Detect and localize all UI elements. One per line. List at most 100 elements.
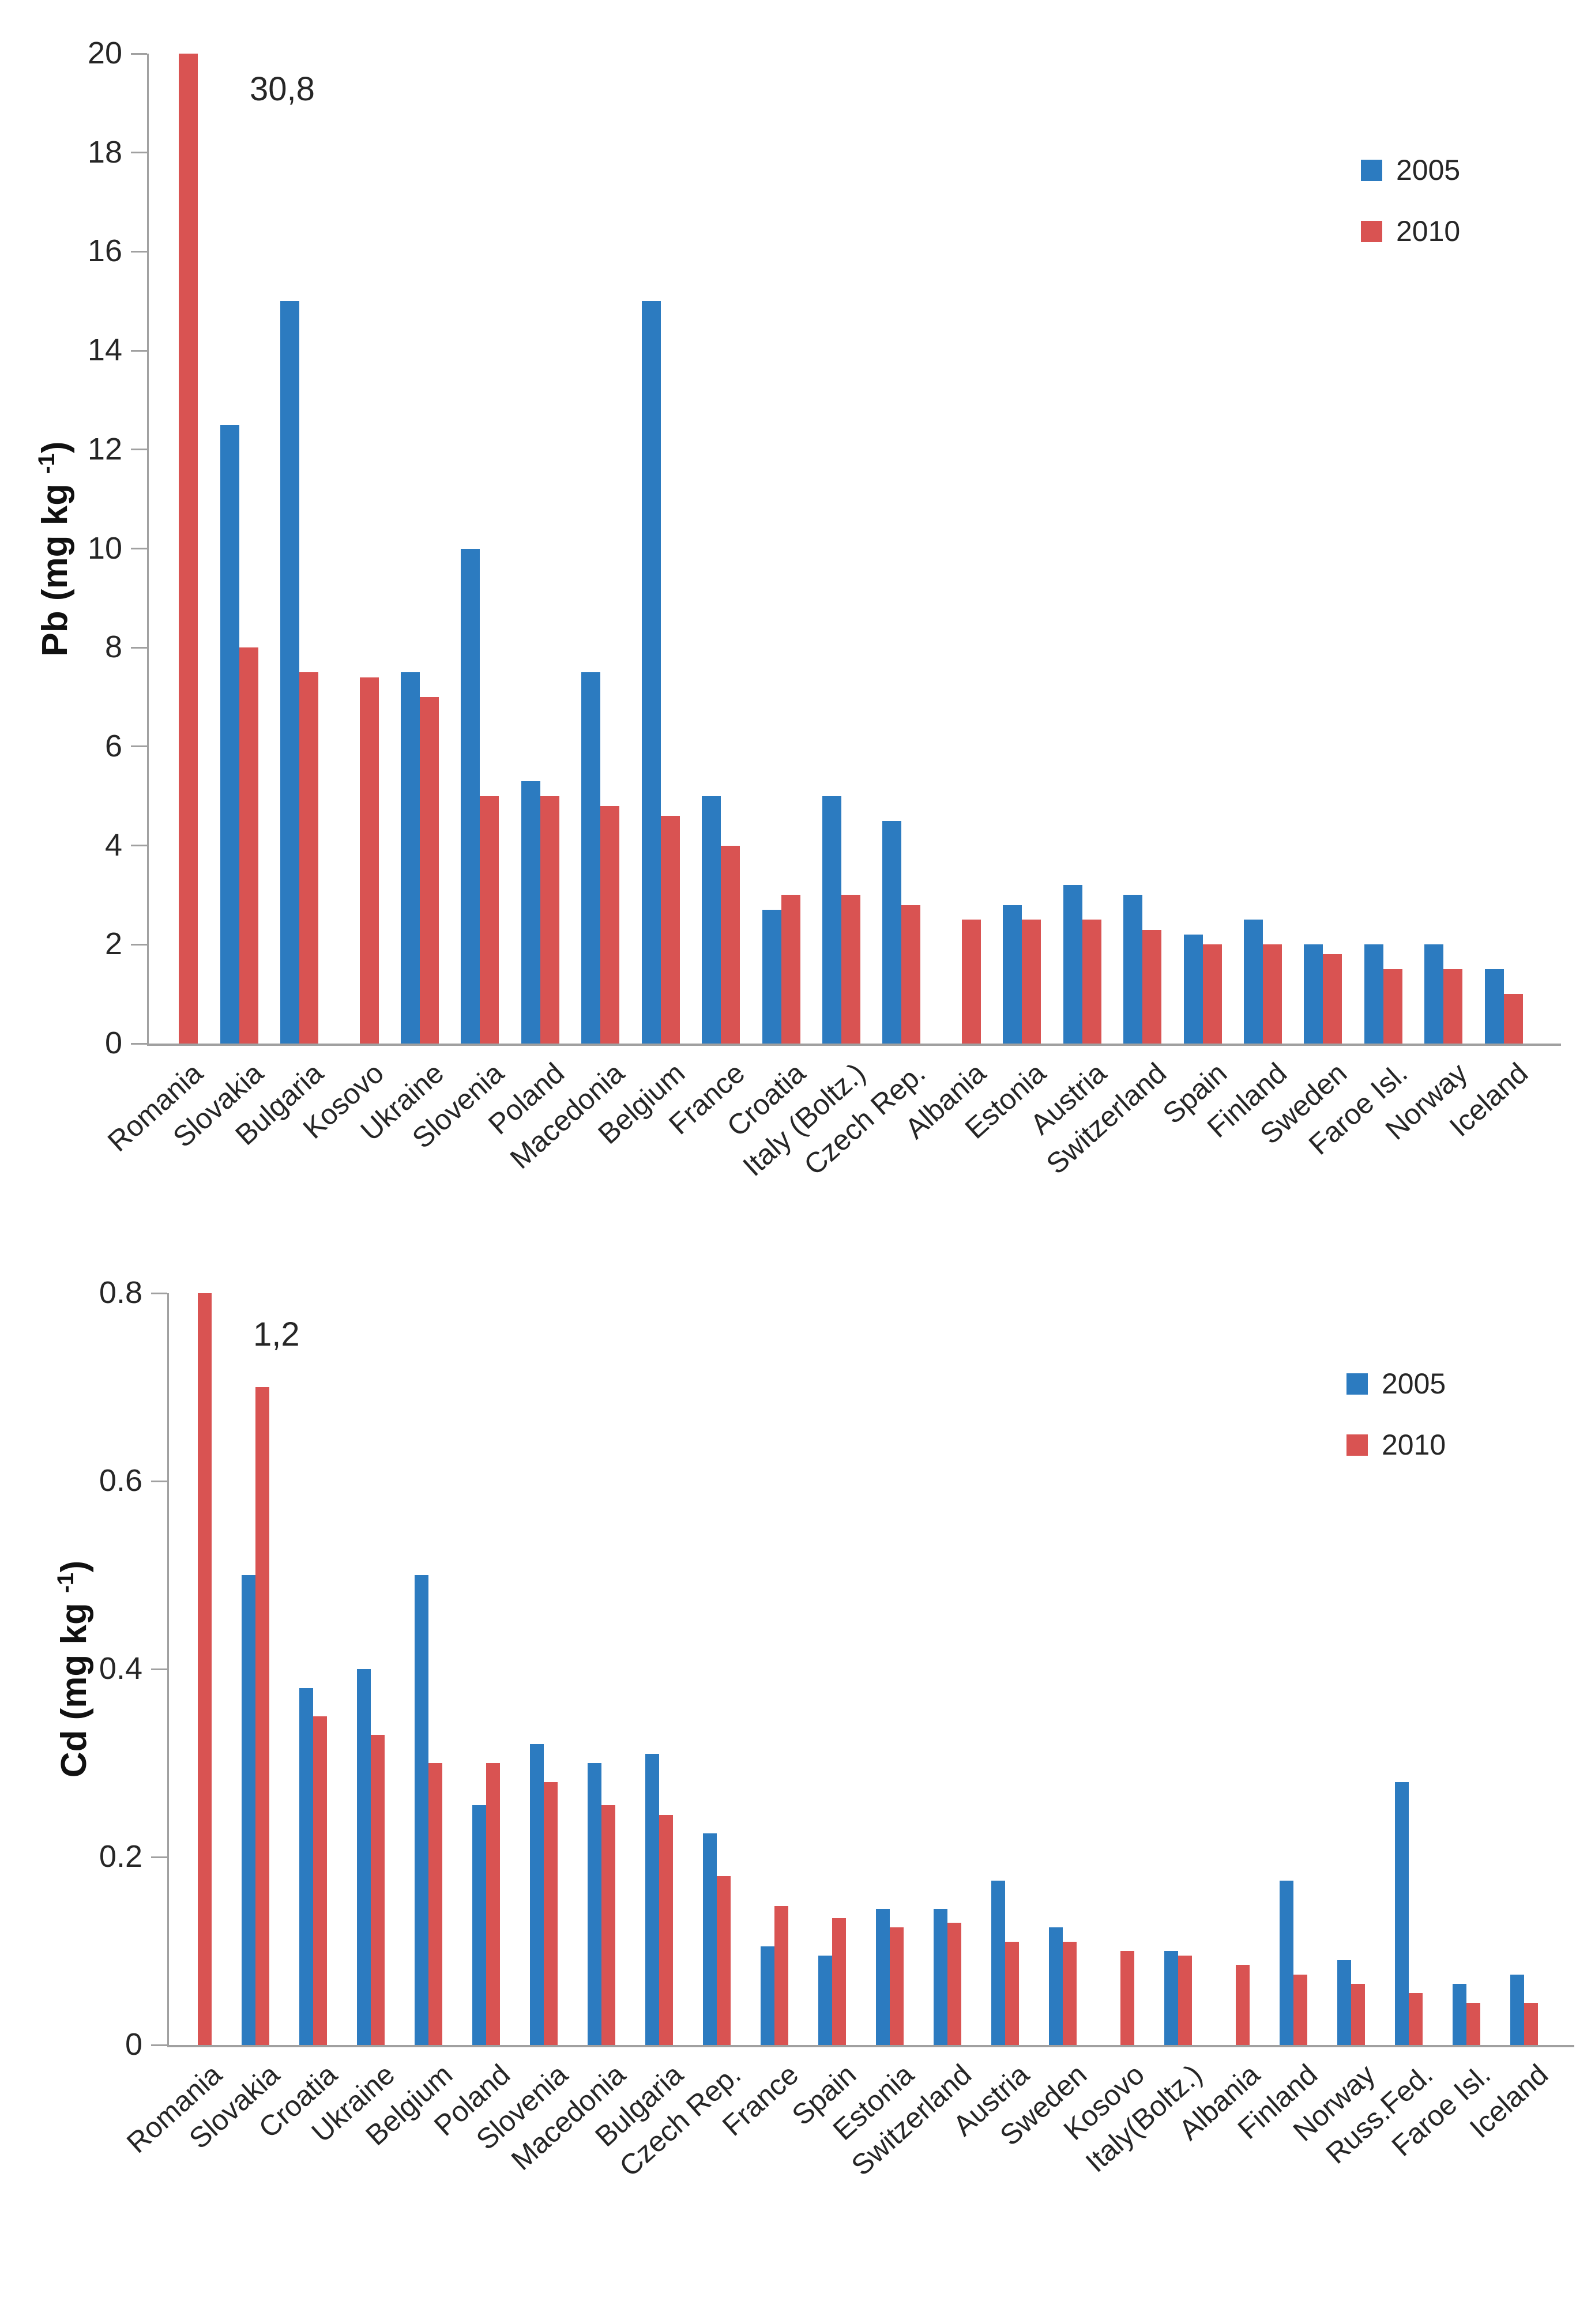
bar-2010-Faroe Isl. xyxy=(1383,969,1402,1044)
legend-item-2010: 2010 xyxy=(1361,217,1460,246)
y-tick-mark xyxy=(131,449,147,451)
y-tick-label: 0.2 xyxy=(99,1839,142,1874)
y-tick-mark xyxy=(151,1480,167,1482)
y-tick-mark xyxy=(131,548,147,549)
y-tick-mark xyxy=(151,2044,167,2046)
bar-2005-Croatia xyxy=(299,1688,313,2045)
legend: 2005 2010 xyxy=(1361,156,1460,278)
bar-2005-Finland xyxy=(1244,920,1263,1044)
bar-2010-Spain xyxy=(1202,944,1222,1044)
legend-label-2010: 2010 xyxy=(1382,1429,1446,1461)
legend-label-2010: 2010 xyxy=(1396,215,1461,247)
bar-2010-Czech Rep. xyxy=(717,1875,731,2045)
bar-2010-Iceland xyxy=(1503,994,1523,1044)
clipped-value-annotation: 1,2 xyxy=(253,1316,300,1353)
bar-2005-Slovenia xyxy=(461,548,480,1044)
y-axis-title-text: Cd (mg kg xyxy=(54,1592,94,1778)
bar-2010-Kosovo xyxy=(359,677,379,1044)
y-axis-title-exponent: -1 xyxy=(53,1572,79,1593)
x-axis-line xyxy=(147,1044,1561,1046)
y-tick-label: 8 xyxy=(104,630,122,665)
bar-2005-Switzerland xyxy=(1123,895,1143,1044)
bar-2010-Switzerland xyxy=(1142,929,1162,1044)
bar-2005-Estonia xyxy=(1003,905,1022,1044)
bar-2005-Bulgaria xyxy=(645,1753,659,2045)
y-tick-mark xyxy=(151,1856,167,1858)
legend-item-2005: 2005 xyxy=(1346,1369,1446,1398)
bar-2005-Austria xyxy=(991,1880,1005,2045)
bar-2005-Faroe Isl. xyxy=(1453,1984,1466,2045)
legend-swatch-2005 xyxy=(1346,1373,1368,1395)
y-tick-mark xyxy=(131,745,147,748)
y-tick-mark xyxy=(131,152,147,154)
bar-2005-Russ.Fed. xyxy=(1395,1781,1409,2045)
y-tick-mark xyxy=(131,1042,147,1045)
bar-2005-Estonia xyxy=(876,1908,890,2045)
bar-2005-Czech Rep. xyxy=(882,820,902,1044)
legend-swatch-2005 xyxy=(1361,159,1382,181)
bar-2010-Belgium xyxy=(660,816,680,1044)
y-axis-title: Cd (mg kg -1) xyxy=(53,1561,95,1778)
bar-2005-Ukraine xyxy=(357,1669,371,2045)
y-tick-mark xyxy=(151,1668,167,1670)
y-tick-label: 6 xyxy=(104,728,122,763)
bar-2005-Slovenia xyxy=(530,1744,544,2045)
y-tick-mark xyxy=(131,52,147,55)
y-tick-mark xyxy=(151,1292,167,1294)
bar-2010-Bulgaria xyxy=(299,672,319,1044)
y-tick-label: 0.8 xyxy=(99,1275,142,1310)
bar-2005-Slovakia xyxy=(220,424,239,1044)
bar-2010-Kosovo xyxy=(1120,1951,1134,2045)
legend-label-2005: 2005 xyxy=(1382,1368,1446,1400)
y-tick-label: 0.6 xyxy=(99,1463,142,1498)
y-tick-label: 2 xyxy=(104,926,122,962)
y-tick-label: 16 xyxy=(87,233,122,269)
bar-2010-Slovakia xyxy=(239,647,258,1044)
bar-2005-Finland xyxy=(1280,1880,1293,2045)
y-tick-label: 14 xyxy=(87,333,122,368)
bar-2010-Austria xyxy=(1082,920,1101,1044)
bar-2005-Ukraine xyxy=(400,672,420,1044)
y-tick-mark xyxy=(131,845,147,847)
bar-2005-Poland xyxy=(472,1805,486,2045)
bar-2010-Spain xyxy=(832,1918,846,2045)
bar-2005-Iceland xyxy=(1510,1974,1524,2045)
bar-2010-Slovenia xyxy=(480,796,499,1044)
bar-2010-France xyxy=(774,1905,788,2045)
bar-2005-Italy (Boltz.) xyxy=(822,796,841,1044)
bar-2005-Italy(Boltz.) xyxy=(1164,1951,1178,2045)
bar-2005-Norway xyxy=(1424,944,1444,1044)
y-tick-mark xyxy=(131,349,147,352)
bar-2010-Poland xyxy=(540,796,559,1044)
bar-2005-France xyxy=(761,1946,774,2045)
bar-2010-Estonia xyxy=(1022,920,1041,1044)
bar-2010-Albania xyxy=(1236,1965,1250,2045)
bar-2010-France xyxy=(721,845,740,1044)
legend: 2005 2010 xyxy=(1346,1369,1446,1491)
bar-2005-Poland xyxy=(521,781,540,1044)
bar-2005-Belgium xyxy=(641,301,661,1044)
y-tick-mark xyxy=(131,646,147,649)
bar-2010-Croatia xyxy=(313,1716,327,2045)
bar-2005-Switzerland xyxy=(934,1908,947,2045)
bar-2010-Iceland xyxy=(1524,2002,1538,2045)
legend-item-2005: 2005 xyxy=(1361,156,1460,184)
bar-2010-Faroe Isl. xyxy=(1466,2002,1480,2045)
y-axis-line xyxy=(147,54,149,1044)
bar-2005-Belgium xyxy=(415,1575,428,2045)
y-tick-mark xyxy=(131,943,147,946)
bar-2010-Switzerland xyxy=(947,1923,961,2045)
bar-2005-Czech Rep. xyxy=(703,1833,717,2045)
clipped-value-annotation: 30,8 xyxy=(250,70,315,108)
bar-2010-Norway xyxy=(1351,1984,1365,2045)
bar-2005-Iceland xyxy=(1484,969,1504,1044)
bar-2010-Estonia xyxy=(890,1927,904,2045)
y-axis-line xyxy=(167,1293,169,2045)
bar-2010-Poland xyxy=(486,1763,500,2045)
y-tick-label: 10 xyxy=(87,530,122,566)
y-tick-label: 18 xyxy=(87,134,122,170)
y-tick-label: 4 xyxy=(104,827,122,862)
